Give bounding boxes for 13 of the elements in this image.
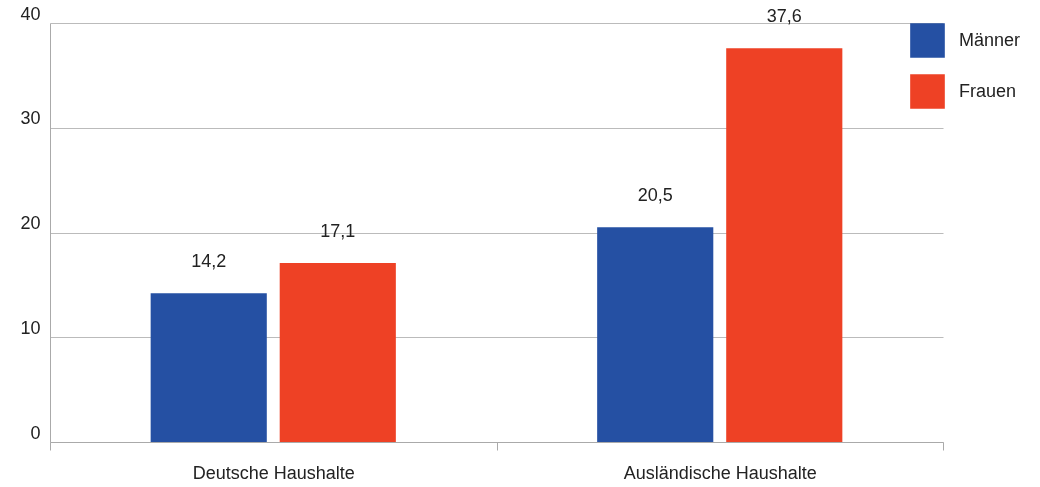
legend-label: Männer xyxy=(959,29,1021,50)
y-tick-label: 10 xyxy=(20,317,41,338)
y-tick-label: 40 xyxy=(20,3,41,24)
data-label: 17,1 xyxy=(320,220,356,241)
x-tick-label: Ausländische Haushalte xyxy=(623,462,817,483)
data-label: 37,6 xyxy=(766,6,802,27)
y-tick-label: 30 xyxy=(20,108,41,129)
legend-label: Frauen xyxy=(959,80,1017,101)
data-label: 14,2 xyxy=(191,251,227,272)
y-tick-label: 20 xyxy=(20,213,41,233)
y-tick-label: 0 xyxy=(30,422,41,443)
data-label: 20,5 xyxy=(637,185,673,206)
x-tick-label: Deutsche Haushalte xyxy=(192,462,355,483)
